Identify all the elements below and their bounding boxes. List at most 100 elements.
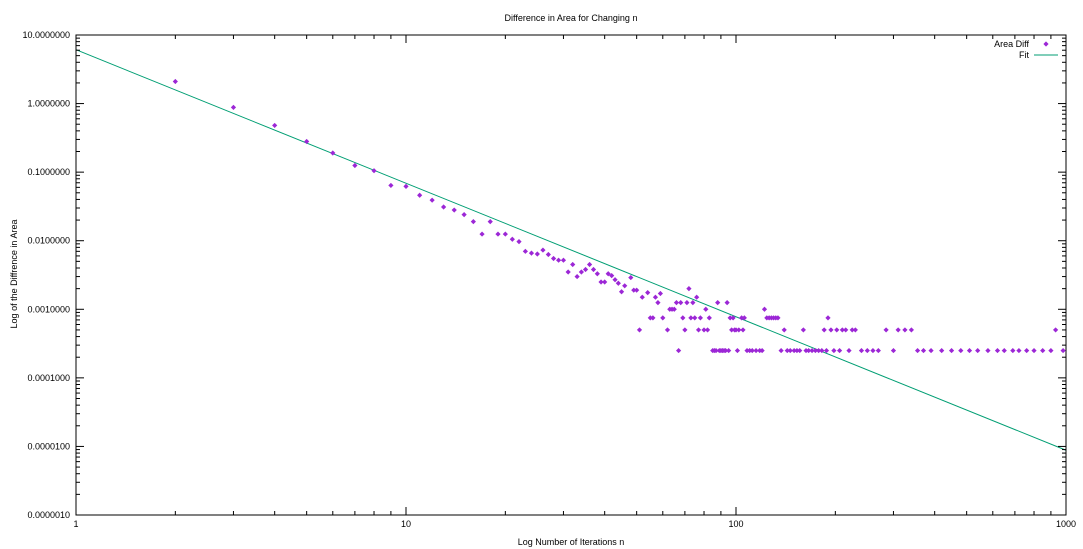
data-point — [744, 347, 750, 354]
legend: Area Diff Fit — [994, 39, 1058, 60]
data-point — [890, 347, 897, 354]
data-point — [272, 122, 278, 129]
data-point — [920, 347, 927, 354]
data-point — [715, 300, 721, 306]
data-point — [836, 347, 843, 354]
data-point — [605, 271, 611, 277]
data-point — [534, 251, 540, 257]
x-tick-label: 10 — [401, 519, 411, 529]
data-point — [846, 347, 852, 354]
data-point — [639, 294, 645, 300]
y-tick-label: 0.0001000 — [27, 373, 70, 383]
data-point — [784, 347, 790, 354]
data-point — [230, 104, 237, 110]
data-point — [902, 327, 908, 333]
data-point — [688, 315, 694, 321]
data-point — [172, 78, 178, 85]
y-tick-label: 10.0000000 — [22, 30, 70, 40]
data-point — [682, 327, 688, 333]
data-point — [694, 294, 700, 300]
data-point — [509, 236, 515, 242]
data-point — [692, 315, 698, 321]
data-point — [352, 162, 358, 169]
data-point — [695, 327, 702, 333]
y-tick-label: 1.0000000 — [27, 99, 70, 109]
data-point — [797, 347, 803, 354]
data-point — [680, 315, 686, 321]
data-point — [652, 294, 659, 300]
data-point — [1048, 347, 1054, 354]
data-point — [660, 315, 666, 321]
data-point — [733, 327, 739, 333]
data-point — [966, 347, 973, 354]
data-point — [1060, 347, 1066, 354]
data-point — [819, 347, 825, 354]
data-point — [594, 271, 600, 277]
data-point — [602, 279, 608, 285]
data-point — [634, 287, 640, 293]
data-point — [727, 315, 733, 321]
data-point — [803, 347, 809, 354]
data-point — [729, 327, 735, 333]
data-point — [650, 315, 656, 321]
data-point — [739, 315, 745, 321]
data-point — [831, 347, 837, 354]
data-point — [618, 289, 625, 295]
plot-frame — [75, 34, 1067, 516]
data-point — [1010, 347, 1016, 354]
data-point — [821, 327, 827, 333]
data-point — [883, 327, 889, 333]
data-point — [522, 248, 528, 254]
data-point — [734, 347, 741, 354]
data-point — [778, 347, 784, 354]
data-point — [545, 251, 551, 258]
data-point — [388, 182, 394, 189]
data-point — [645, 290, 651, 296]
data-point — [565, 269, 571, 275]
data-point — [1052, 327, 1059, 333]
data-point — [622, 283, 628, 289]
data-point — [540, 247, 546, 253]
data-point — [429, 197, 435, 203]
data-point — [487, 218, 493, 225]
data-point — [495, 231, 501, 237]
data-point — [775, 315, 781, 321]
data-point — [657, 290, 663, 297]
data-point — [590, 266, 597, 273]
data-point — [598, 279, 604, 285]
data-point — [304, 138, 310, 145]
data-point — [586, 261, 593, 268]
data-point — [928, 347, 934, 354]
data-point — [749, 347, 755, 354]
data-point — [655, 300, 661, 306]
data-point — [1031, 347, 1037, 354]
data-point — [895, 327, 901, 333]
data-point — [516, 239, 522, 245]
data-point — [574, 273, 580, 280]
data-point — [403, 183, 409, 189]
data-point — [834, 327, 840, 333]
data-point — [578, 269, 584, 275]
data-point — [787, 347, 793, 354]
data-point — [870, 347, 876, 354]
y-tick-label: 0.0000010 — [27, 510, 70, 520]
data-point — [985, 347, 991, 354]
data-point — [550, 255, 557, 262]
y-tick-label: 0.0010000 — [27, 304, 70, 314]
axes: 1 10 100 1000 10.0000000 1.0000000 0.1000000 0.… — [22, 30, 1076, 529]
data-point — [794, 347, 800, 354]
chart-title: Difference in Area for Changing n — [505, 13, 638, 23]
data-point — [1001, 347, 1007, 354]
data-point — [736, 327, 742, 333]
data-point — [823, 347, 830, 354]
legend-swatch-area-diff — [1043, 41, 1049, 47]
data-point — [528, 250, 535, 256]
x-tick-label: 100 — [728, 519, 743, 529]
data-point — [1040, 347, 1046, 354]
data-point — [628, 274, 634, 281]
data-point — [686, 286, 692, 292]
data-point — [560, 257, 567, 263]
data-point — [761, 306, 768, 312]
data-point — [582, 266, 589, 273]
